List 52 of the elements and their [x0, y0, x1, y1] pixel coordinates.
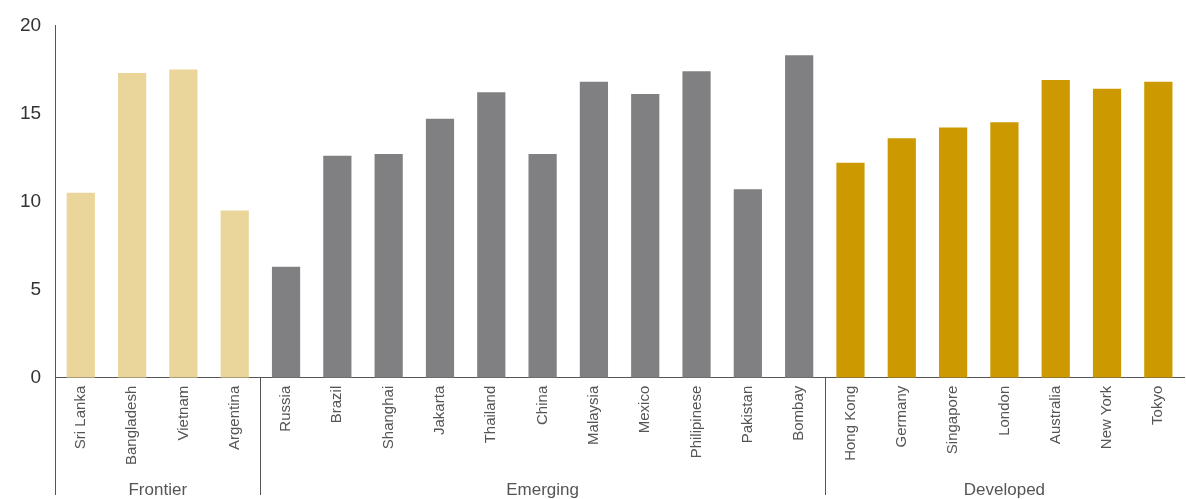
bar [682, 71, 711, 378]
bar [425, 118, 455, 378]
x-tick-label: Argentina [224, 385, 242, 450]
bar [631, 94, 660, 378]
x-tick-label: Thailand [481, 385, 499, 444]
y-tick-label: 0 [30, 366, 42, 387]
x-tick-label: Hong Kong [840, 385, 858, 461]
y-tick-label: 5 [30, 277, 42, 299]
x-tick-label: London [994, 385, 1012, 436]
bar [477, 92, 506, 378]
y-tick-label: 10 [19, 189, 42, 211]
bar [1092, 88, 1122, 378]
y-tick-label: 20 [19, 13, 42, 35]
bar [374, 154, 403, 378]
x-tick-label: Jakarta [430, 385, 448, 435]
text: Emerging [506, 480, 579, 499]
bar [938, 127, 968, 378]
x-tick-label: Germany [891, 385, 909, 448]
x-tick-label: Malaysia [584, 385, 602, 445]
bar [836, 162, 865, 378]
x-tick-label: Bombay [789, 385, 807, 441]
x-tick-label: New York [1097, 385, 1115, 450]
x-tick-label: Bangladesh [122, 385, 140, 465]
bar [887, 138, 916, 378]
bar [785, 55, 814, 378]
bar [733, 189, 762, 378]
bar [1144, 81, 1173, 378]
x-tick-label: Australia [1045, 385, 1063, 445]
x-tick-label: Russia [276, 385, 294, 432]
bar [528, 154, 557, 378]
x-tick-label: Tokyo [1148, 385, 1166, 425]
x-tick-label: Singapore [943, 385, 961, 455]
text: Developed [963, 480, 1046, 499]
text: Frontier [128, 480, 188, 499]
bar [1041, 80, 1070, 378]
y-tick-label: 15 [19, 101, 42, 123]
x-tick-label: Philipinese [686, 385, 704, 459]
x-tick-label: Brazil [327, 385, 345, 424]
x-tick-label: Sri Lanka [70, 385, 88, 450]
x-tick-label: Pakistan [737, 385, 755, 444]
bar [990, 122, 1019, 378]
bar [271, 266, 301, 378]
bar [117, 72, 147, 378]
bar [220, 210, 249, 378]
x-tick-label: Mexico [635, 385, 653, 434]
bar [169, 69, 198, 378]
x-tick-label: Vietnam [173, 385, 191, 441]
x-tick-label: Shanghai [378, 385, 396, 450]
bar [579, 81, 609, 378]
bar [66, 192, 95, 378]
bar [323, 155, 352, 378]
x-tick-label: China [532, 385, 550, 425]
